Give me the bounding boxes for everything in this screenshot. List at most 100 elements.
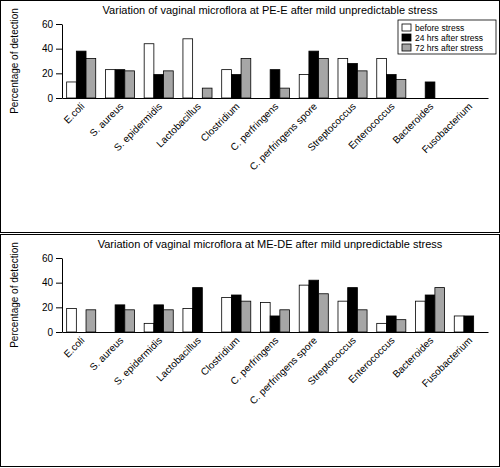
y-tick-label: 40 [42, 43, 54, 54]
bar [67, 309, 77, 332]
bar [270, 316, 280, 332]
bar [348, 63, 358, 98]
legend-label: 24 hrs after stress [415, 33, 483, 43]
x-tick-label: S. epidermidis [112, 101, 165, 154]
x-tick-label: Enterococcus [346, 335, 397, 386]
bar [115, 305, 125, 332]
y-tick-mark [56, 73, 62, 74]
bar [202, 332, 212, 333]
bar [464, 98, 474, 99]
x-tick: Fusobacterium [420, 332, 475, 389]
x-tick: S. epidermidis [112, 98, 165, 153]
bar [241, 59, 251, 98]
legend-swatch [402, 24, 411, 31]
bar [231, 295, 241, 332]
x-axis: E.coliS. aureusS. epidermidisLactobacill… [62, 98, 489, 172]
bar [309, 280, 319, 332]
x-tick: C. perfringens spore [247, 98, 319, 172]
bar [338, 301, 348, 332]
x-tick: S. epidermidis [112, 332, 165, 387]
bar [193, 288, 203, 332]
legend-label: 72 hrs after stress [415, 43, 483, 53]
bar [144, 323, 154, 332]
x-axis-line [63, 332, 489, 333]
bar [319, 59, 329, 98]
bar [425, 295, 435, 332]
figure: Variation of vaginal microflora at PE-E … [0, 0, 500, 468]
legend-swatch [402, 44, 411, 51]
bar [416, 301, 426, 332]
x-tick: Lactobacillus [154, 98, 203, 149]
x-tick-label: S. aureus [87, 101, 125, 139]
y-tick: 20 [42, 68, 62, 79]
y-axis-line [62, 25, 63, 99]
bar [260, 302, 270, 332]
bars [67, 280, 474, 332]
x-tick: C. perfringens spore [247, 332, 319, 406]
bar [86, 59, 96, 98]
bar [164, 310, 174, 332]
bar [154, 75, 164, 98]
bar [425, 82, 435, 98]
bar [299, 75, 309, 98]
bar [86, 310, 96, 332]
y-axis-title: Percentage of detection [9, 242, 20, 348]
y-tick-label: 40 [42, 277, 54, 288]
x-tick: S. aureus [87, 332, 125, 373]
x-tick-label: C. perfringens spore [247, 334, 319, 406]
bar [105, 70, 115, 98]
bar [416, 98, 426, 99]
panel: Variation of vaginal microflora at ME-DE… [1, 235, 500, 467]
x-tick-label: S. epidermidis [112, 335, 165, 388]
bar [260, 98, 270, 99]
y-tick: 20 [42, 302, 62, 313]
y-axis-line [62, 259, 63, 333]
bar [164, 71, 174, 98]
panel-frame [1, 235, 500, 467]
legend-item: 24 hrs after stress [402, 33, 483, 43]
x-tick-label: C. perfringens spore [247, 100, 319, 172]
y-tick-mark [56, 258, 62, 259]
bar [241, 301, 251, 332]
y-tick-mark [56, 332, 62, 333]
bar [76, 51, 86, 98]
x-tick-label: Fusobacterium [420, 335, 475, 390]
bar [396, 80, 406, 99]
bar [474, 98, 484, 99]
bar [280, 88, 290, 98]
x-tick-label: Fusobacterium [420, 101, 475, 156]
y-tick-label: 60 [42, 19, 54, 30]
y-tick-label: 0 [47, 93, 53, 104]
bar [183, 309, 193, 332]
y-tick: 0 [47, 93, 62, 104]
x-axis: E.coliS. aureusS. epidermidisLactobacill… [62, 332, 489, 406]
bar [76, 332, 86, 333]
bar [464, 316, 474, 332]
bar [280, 310, 290, 332]
bar [105, 332, 115, 333]
chart-title: Variation of vaginal microflora at ME-DE… [98, 238, 443, 250]
x-tick-label: S. aureus [87, 335, 125, 373]
bar [319, 294, 329, 332]
bar [231, 75, 241, 98]
legend-item: before stress [402, 23, 464, 33]
bar [357, 71, 367, 98]
x-tick-label: E.coli [62, 101, 87, 126]
bar [377, 323, 387, 332]
panel-frame [1, 1, 500, 233]
y-tick-label: 20 [42, 302, 54, 313]
bar [386, 75, 396, 98]
legend-item: 72 hrs after stress [402, 43, 483, 53]
x-tick-label: E.coli [62, 335, 87, 360]
legend-label: before stress [415, 23, 464, 33]
bar [299, 285, 309, 332]
y-tick: 0 [47, 327, 62, 338]
bar [396, 320, 406, 332]
bar [154, 305, 164, 332]
x-tick: Fusobacterium [420, 98, 475, 155]
bar [435, 98, 445, 99]
chart-title: Variation of vaginal microflora at PE-E … [103, 4, 438, 16]
bar [183, 39, 193, 98]
y-tick-mark [56, 283, 62, 284]
x-tick: S. aureus [87, 98, 125, 139]
